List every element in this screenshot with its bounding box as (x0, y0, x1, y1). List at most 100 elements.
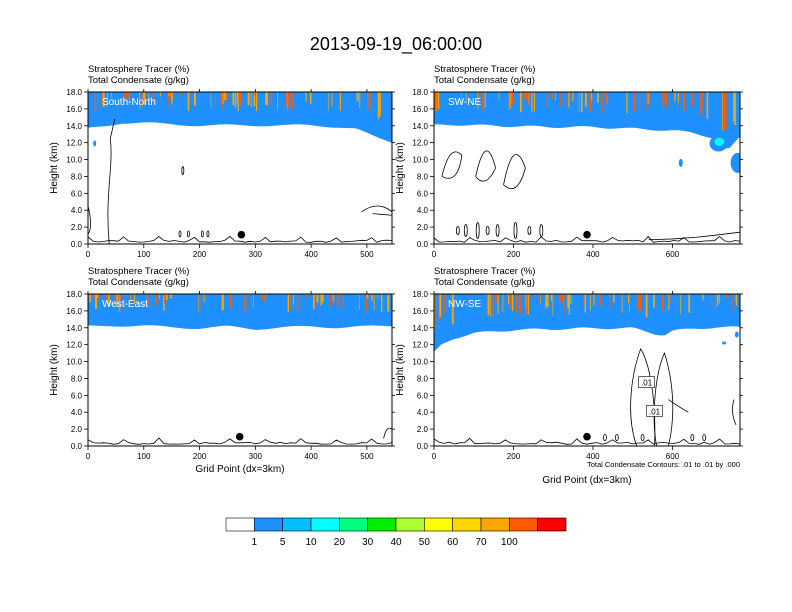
region-label: NW-SE (448, 299, 481, 310)
colorbar-swatch (480, 517, 510, 532)
location-marker (237, 230, 246, 239)
contour-blob (455, 226, 460, 235)
y-tick-label: 4.0 (71, 408, 83, 417)
x-tick-label: 300 (249, 452, 263, 461)
tracer-field (88, 294, 392, 446)
colorbar-label: 50 (419, 537, 431, 548)
colorbar-swatch (367, 517, 397, 532)
x-tick-label: 200 (193, 452, 207, 461)
x-tick-label: 100 (137, 250, 151, 259)
y-tick-label: 0.0 (71, 442, 83, 451)
y-tick-label: 16.0 (66, 307, 82, 316)
panel-title-condensate: Total Condensate (g/kg) (88, 75, 189, 86)
y-tick-label: 10.0 (412, 358, 428, 367)
contour-ground (88, 437, 392, 445)
region-label: South-North (102, 97, 156, 108)
x-axis-label: Grid Point (dx=3km) (195, 464, 284, 475)
x-tick-label: 300 (249, 250, 263, 259)
region-label: West-East (102, 299, 148, 310)
y-tick-label: 12.0 (66, 139, 82, 148)
y-tick-label: 12.0 (412, 341, 428, 350)
colorbar-swatch (509, 517, 538, 532)
contour-blob (539, 224, 544, 237)
location-marker (583, 230, 591, 239)
colorbar-label: 20 (334, 537, 346, 548)
panels: 0.0 2.0 4.0 6.0 8.0 10.0 12.0 14.0 16.0 18.0 0 100 2… (49, 64, 743, 486)
condensate-contours (88, 427, 392, 445)
tracer-field (88, 92, 392, 244)
panel-title-condensate: Total Condensate (g/kg) (434, 75, 535, 86)
x-tick-label: 400 (304, 452, 318, 461)
y-tick-label: 2.0 (71, 223, 83, 232)
y-axis-label: Height (km) (395, 344, 406, 396)
contour-blob (206, 230, 210, 238)
panel-west-east: 0.0 2.0 4.0 6.0 8.0 10.0 12.0 14.0 16.0 18.0 0 100 2… (49, 266, 395, 475)
colorbar-label: 60 (447, 537, 459, 548)
contour-note: Total Condensate Contours: .01 to .01 by… (587, 460, 740, 469)
x-tick-label: 400 (304, 250, 318, 259)
x-tick-label: 0 (432, 250, 437, 259)
contour-blob (702, 434, 707, 441)
contour-label: .01 (641, 379, 653, 388)
contour-line (732, 399, 737, 426)
contour-label-box (638, 376, 655, 388)
y-axis-label: Height (km) (49, 344, 60, 396)
colorbar-label: 1 (252, 537, 258, 548)
y-tick-label: 14.0 (66, 324, 82, 333)
panel-title-tracer: Stratosphere Tracer (%) (88, 64, 189, 75)
y-tick-label: 2.0 (71, 425, 83, 434)
x-tick-label: 0 (86, 452, 91, 461)
contour-blob (181, 166, 185, 175)
tracer-band-8 (88, 92, 392, 143)
contour-ground (88, 235, 392, 243)
y-tick-label: 8.0 (71, 172, 83, 181)
colorbar-label: 30 (362, 537, 374, 548)
y-tick-label: 18.0 (66, 290, 82, 299)
colorbar-label: 70 (475, 537, 487, 548)
contour-line (668, 399, 689, 413)
contour-blob (178, 230, 182, 238)
colorbar-swatch (452, 517, 482, 532)
contour-line (441, 151, 463, 179)
panel-title-condensate: Total Condensate (g/kg) (434, 277, 535, 288)
tracer-blob (734, 331, 739, 338)
x-tick-label: 200 (507, 250, 521, 259)
y-tick-label: 0.0 (417, 240, 429, 249)
y-tick-label: 4.0 (417, 408, 429, 417)
y-tick-label: 14.0 (412, 324, 428, 333)
contour-ground (434, 437, 740, 445)
x-tick-label: 0 (432, 452, 437, 461)
contour-blob (475, 222, 480, 239)
contour-blob (527, 226, 532, 235)
x-tick-label: 600 (666, 452, 680, 461)
contour-blob (463, 224, 468, 237)
y-tick-label: 18.0 (412, 290, 428, 299)
colorbar-swatch (254, 517, 283, 532)
y-tick-label: 4.0 (71, 206, 83, 215)
x-tick-label: 500 (360, 452, 374, 461)
y-axis-label: Height (km) (49, 142, 60, 194)
panel-title-condensate: Total Condensate (g/kg) (88, 277, 189, 288)
x-tick-label: 400 (586, 452, 600, 461)
contour-blob (200, 230, 204, 238)
colorbar-swatch (310, 517, 340, 532)
contour-blob (614, 434, 619, 441)
x-tick-label: 0 (86, 250, 91, 259)
y-tick-label: 6.0 (71, 391, 83, 400)
colorbar-label: 100 (501, 537, 518, 548)
contour-blob (602, 434, 607, 441)
contour-line (630, 347, 656, 446)
colorbar-swatch (424, 517, 453, 532)
contour-line (383, 427, 392, 439)
y-tick-label: 8.0 (417, 172, 429, 181)
tracer-blob (93, 140, 97, 147)
tracer-blob (730, 152, 740, 173)
location-marker (235, 432, 244, 441)
x-tick-label: 500 (360, 250, 374, 259)
contour-blob (187, 230, 190, 238)
contour-line (361, 205, 392, 216)
panel-sw-ne: 0.0 2.0 4.0 6.0 8.0 10.0 12.0 14.0 16.0 18.0 0 200 4… (395, 64, 743, 259)
y-tick-label: 14.0 (412, 122, 428, 131)
colorbar-label: 5 (280, 537, 286, 548)
